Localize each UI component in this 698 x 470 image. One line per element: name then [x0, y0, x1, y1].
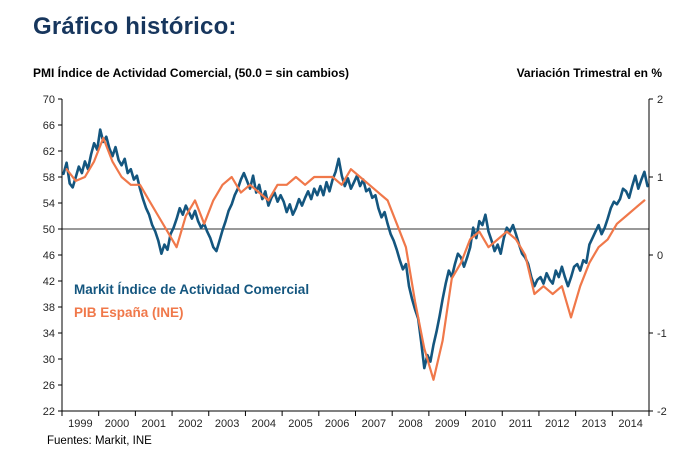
left-axis-tick-label: 22 — [43, 406, 55, 418]
left-axis-tick-label: 50 — [43, 224, 55, 236]
right-axis-tick-label: 2 — [657, 94, 663, 106]
left-axis-tick-label: 42 — [43, 276, 55, 288]
page-title: Gráfico histórico: — [33, 13, 237, 40]
x-axis-year-label: 2002 — [178, 418, 202, 430]
legend-gdp-label: PIB España (INE) — [74, 305, 184, 320]
right-axis-tick-label: 0 — [657, 250, 663, 262]
right-axis-title: Variación Trimestral en % — [516, 66, 662, 80]
source-note: Fuentes: Markit, INE — [47, 435, 152, 447]
x-axis-year-label: 2001 — [141, 418, 165, 430]
x-axis-year-label: 2012 — [545, 418, 569, 430]
legend-pmi-label: Markit Índice de Actividad Comercial — [74, 282, 310, 297]
x-axis-year-label: 2007 — [362, 418, 386, 430]
pmi-line — [62, 128, 649, 370]
x-axis-year-label: 2003 — [215, 418, 239, 430]
left-axis-tick-label: 26 — [43, 380, 55, 392]
left-axis-tick-label: 30 — [43, 354, 55, 366]
x-axis-year-label: 2005 — [288, 418, 312, 430]
x-axis-year-label: 1999 — [68, 418, 92, 430]
x-axis-year-label: 2013 — [582, 418, 606, 430]
x-axis-year-label: 2009 — [435, 418, 459, 430]
left-axis-title: PMI Índice de Actividad Comercial, (50.0… — [33, 66, 349, 80]
left-axis-tick-label: 66 — [43, 120, 55, 132]
gdp-line — [65, 136, 646, 381]
right-axis-tick-label: -1 — [657, 328, 667, 340]
left-axis-tick-label: 70 — [43, 94, 55, 106]
x-axis-year-label: 2011 — [509, 418, 533, 430]
left-axis-tick-label: 38 — [43, 302, 55, 314]
x-axis-year-label: 2006 — [325, 418, 349, 430]
left-axis-tick-label: 62 — [43, 146, 55, 158]
left-axis-tick-label: 46 — [43, 250, 55, 262]
x-axis-year-label: 2008 — [398, 418, 422, 430]
left-axis-tick-label: 54 — [43, 198, 55, 210]
right-axis-tick-label: 1 — [657, 172, 663, 184]
left-axis-tick-label: 34 — [43, 328, 55, 340]
right-axis-tick-label: -2 — [657, 406, 667, 418]
x-axis-year-label: 2014 — [618, 418, 642, 430]
x-axis-year-label: 2010 — [472, 418, 496, 430]
x-axis-year-label: 2004 — [252, 418, 276, 430]
x-axis-year-label: 2000 — [105, 418, 129, 430]
left-axis-tick-label: 58 — [43, 172, 55, 184]
